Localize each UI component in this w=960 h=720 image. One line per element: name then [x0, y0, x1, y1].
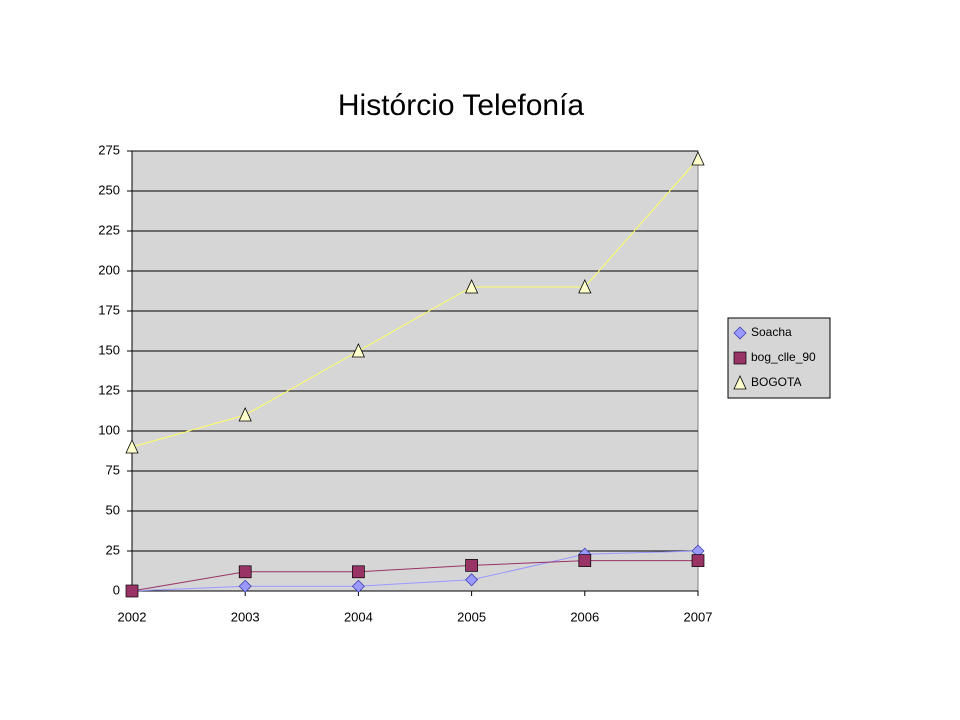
plot-area: [131, 150, 699, 592]
marker: [464, 279, 479, 294]
x-tick-label: 2004: [344, 609, 373, 624]
y-tick-label: 0: [113, 582, 120, 597]
legend-label: BOGOTA: [751, 375, 801, 389]
y-tick-label: 175: [98, 302, 120, 317]
series-line: [131, 550, 699, 592]
marker: [238, 579, 252, 593]
x-tick-label: 2005: [457, 609, 486, 624]
y-tick-label: 25: [106, 542, 120, 557]
x-tick-label: 2002: [118, 609, 147, 624]
y-tick-label: 275: [98, 142, 120, 157]
y-tick-label: 100: [98, 422, 120, 437]
series-line: [131, 560, 698, 592]
series-line: [131, 158, 699, 448]
y-tick-label: 200: [98, 262, 120, 277]
marker: [351, 579, 365, 593]
marker: [238, 407, 252, 422]
marker: [691, 554, 705, 567]
y-tick-label: 150: [98, 342, 120, 357]
marker: [125, 584, 139, 598]
marker: [691, 151, 705, 166]
legend-label: bog_clle_90: [751, 350, 816, 364]
marker: [238, 565, 252, 579]
y-tick-label: 50: [106, 502, 120, 517]
marker: [733, 326, 747, 340]
marker: [578, 554, 592, 567]
y-tick-label: 75: [106, 462, 120, 477]
x-tick-label: 2003: [231, 609, 260, 624]
marker: [352, 565, 365, 579]
x-tick-label: 2006: [570, 609, 599, 624]
marker: [465, 573, 479, 587]
y-tick-label: 250: [98, 182, 120, 197]
legend-label: Soacha: [751, 325, 792, 339]
marker: [351, 343, 366, 358]
marker: [465, 559, 478, 572]
chart-title: Histórcio Telefonía: [338, 89, 585, 122]
marker: [578, 279, 592, 294]
x-tick-label: 2007: [684, 609, 713, 624]
y-tick-label: 125: [98, 382, 120, 397]
marker: [125, 439, 139, 454]
marker: [733, 375, 747, 390]
marker: [733, 351, 747, 365]
y-tick-label: 225: [98, 222, 120, 237]
